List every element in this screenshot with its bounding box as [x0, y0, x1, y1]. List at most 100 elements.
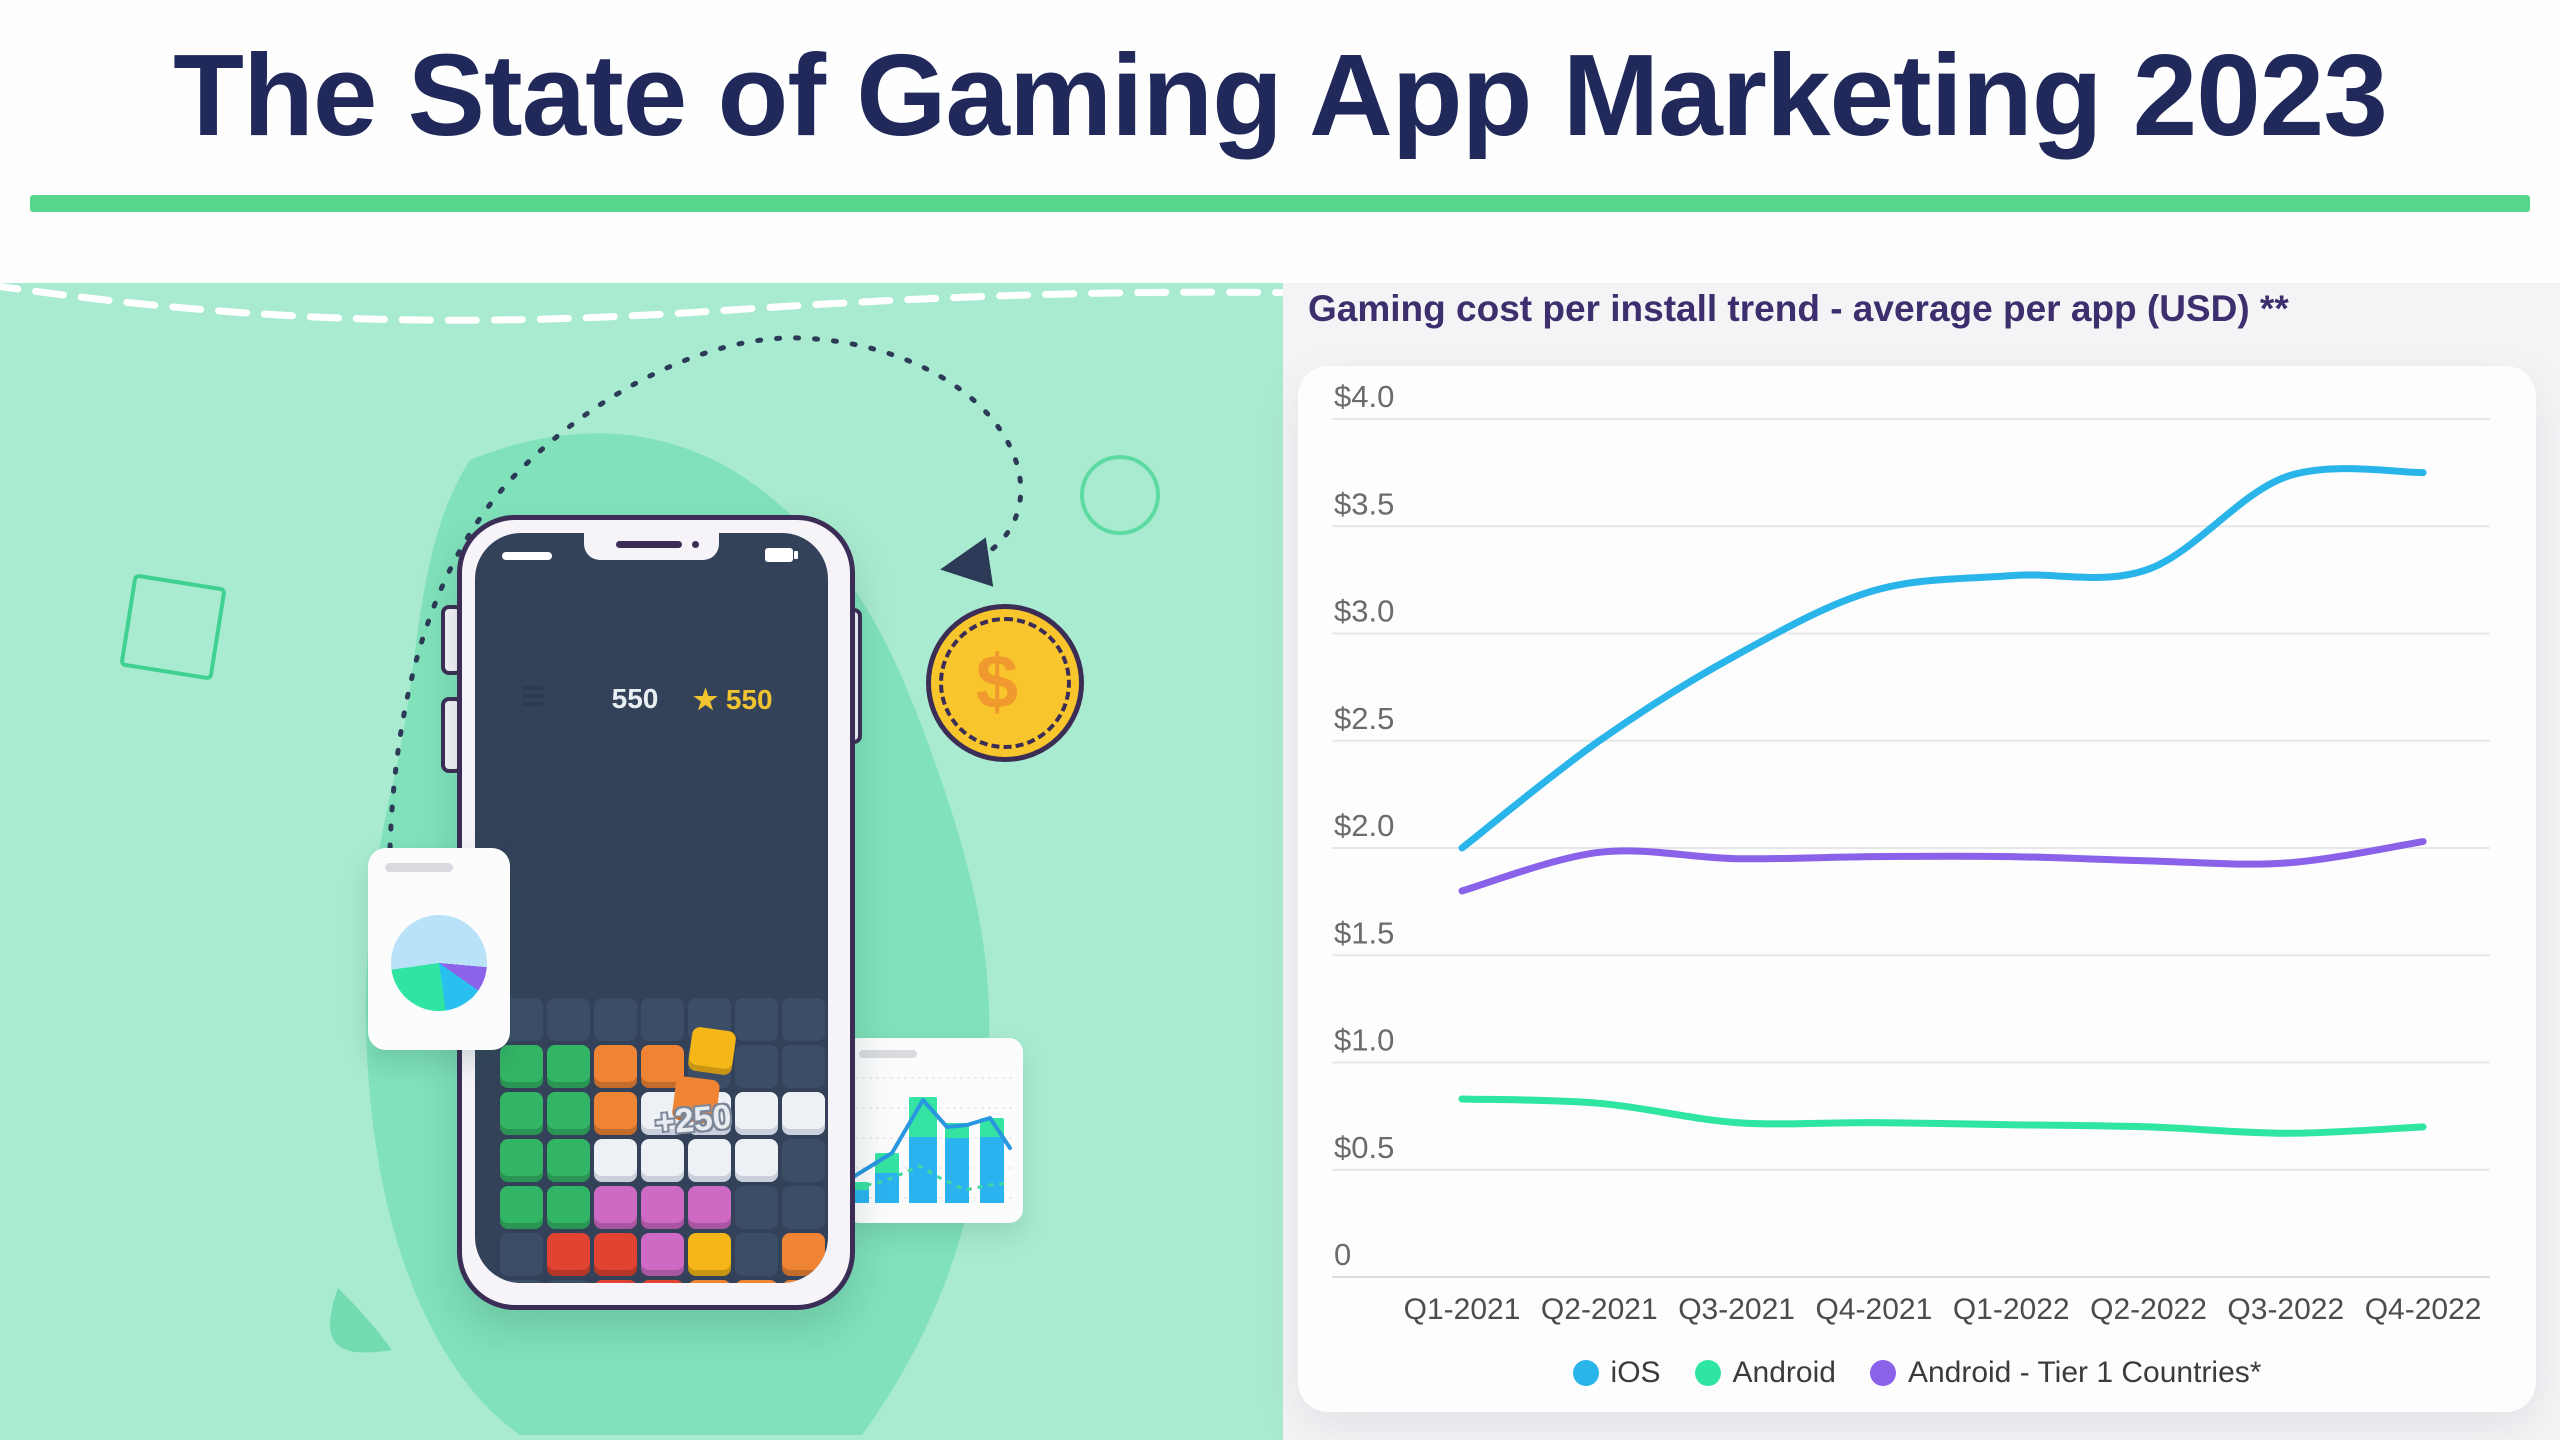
y-axis-label: $1.5 [1334, 915, 1394, 950]
game-score: 550 [611, 683, 659, 714]
empty-cell [500, 1233, 543, 1276]
legend-item: Android - Tier 1 Countries* [1869, 1356, 2262, 1390]
legend-item: Android [1694, 1356, 1836, 1390]
star-score-value: 550 [725, 684, 773, 715]
mini-bar [945, 1138, 969, 1203]
game-score-row: 550 ★ 550 [475, 683, 828, 717]
block-tile [500, 1139, 543, 1182]
star-icon: ★ [693, 684, 719, 715]
empty-cell [735, 1233, 778, 1276]
mini-bar [980, 1137, 1004, 1203]
dotted-arc-arrow [387, 335, 1024, 851]
triangle-fin-shape [329, 1288, 392, 1353]
block-tile [641, 1139, 684, 1182]
block-tile [500, 1092, 543, 1135]
legend-dot-icon [1572, 1360, 1599, 1386]
empty-cell [782, 998, 825, 1041]
block-tile [782, 1280, 825, 1283]
phone-notch [584, 533, 719, 560]
y-axis-label: $2.5 [1334, 701, 1394, 736]
x-axis-label: Q3-2021 [1678, 1293, 1795, 1326]
phone-camera-icon [692, 541, 699, 548]
empty-cell [782, 1139, 825, 1182]
mini-trend-line [845, 1098, 1012, 1184]
block-tile [594, 1280, 637, 1283]
block-tile [500, 1045, 543, 1088]
mini-bar [875, 1173, 899, 1203]
pie-chart [391, 915, 487, 1011]
legend-label: iOS [1610, 1356, 1661, 1389]
legend-dot-icon [1869, 1360, 1896, 1386]
dollar-symbol: $ [975, 640, 1019, 725]
block-tile [688, 1280, 731, 1283]
mini-dashed-line [845, 1164, 1011, 1192]
chart-legend: iOS Android Android - Tier 1 Countries* [1298, 1356, 2536, 1390]
cpi-trend-line-chart: $4.0 $3.5 $3.0 $2.5 $2.0 $1.5 $1.0 $0.5 0 Q1-2021… [1332, 379, 2490, 1326]
coin-inner-ring [939, 617, 1071, 749]
outline-square-decoration [119, 573, 227, 681]
legend-item: iOS [1572, 1356, 1661, 1390]
block-tile [782, 1233, 825, 1276]
x-axis-label: Q2-2022 [2090, 1293, 2207, 1326]
phone-screen: 550 ★ 550 +250 [475, 533, 828, 1283]
block-tile [500, 1186, 543, 1229]
x-axis-label: Q4-2022 [2365, 1293, 2482, 1326]
x-axis-label: Q2-2021 [1541, 1293, 1658, 1326]
battery-icon [765, 548, 798, 562]
mini-bar [909, 1137, 937, 1203]
page-title: The State of Gaming App Marketing 2023 [173, 30, 2388, 160]
empty-cell [547, 1280, 590, 1283]
block-tile [641, 1233, 684, 1276]
block-tile [547, 1092, 590, 1135]
title-underline-bar [30, 195, 2530, 212]
block-tile [688, 1186, 731, 1229]
block-tile [688, 1233, 731, 1276]
empty-cell [735, 998, 778, 1041]
block-tile [594, 1186, 637, 1229]
y-axis-label: $3.5 [1334, 486, 1394, 521]
y-axis-label: $0.5 [1334, 1130, 1394, 1165]
chart-title: Gaming cost per install trend - average … [1308, 288, 2289, 329]
header: The State of Gaming App Marketing 2023 [0, 0, 2560, 283]
block-tile [594, 1092, 637, 1135]
y-axis-label: $3.0 [1334, 594, 1394, 629]
block-puzzle-grid [500, 998, 825, 1283]
menu-icon [522, 686, 544, 710]
dollar-coin-icon: $ [926, 604, 1084, 762]
y-axis-label: $2.0 [1334, 808, 1394, 843]
y-axis-label: $4.0 [1334, 379, 1394, 414]
empty-cell [782, 1186, 825, 1229]
pie-chart-card [368, 848, 510, 1050]
chart-card: $4.0 $3.5 $3.0 $2.5 $2.0 $1.5 $1.0 $0.5 0 Q1-2021… [1298, 366, 2536, 1412]
bonus-points-label: +250 [653, 1097, 734, 1143]
empty-cell [594, 998, 637, 1041]
block-tile [735, 1092, 778, 1135]
outline-circle-decoration [1080, 455, 1160, 535]
x-axis-label: Q4-2021 [1816, 1293, 1933, 1326]
mini-bar-chart [845, 1077, 1013, 1203]
star-score: ★ 550 [693, 683, 823, 716]
x-axis-label: Q1-2021 [1404, 1293, 1521, 1326]
legend-label: Android [1732, 1356, 1836, 1389]
phone-speaker [616, 541, 682, 548]
empty-cell [500, 1280, 543, 1283]
block-tile [782, 1092, 825, 1135]
status-dash [502, 552, 552, 560]
card-title-pill [385, 863, 453, 872]
empty-cell [547, 998, 590, 1041]
block-tile [547, 1139, 590, 1182]
block-tile [641, 1280, 684, 1283]
illustration-panel: $ 550 ★ 550 +250 [0, 283, 1283, 1440]
series-line-Android [1458, 1095, 2427, 1137]
block-tile [735, 1139, 778, 1182]
legend-label: Android - Tier 1 Countries* [1907, 1356, 2262, 1389]
empty-cell [782, 1045, 825, 1088]
x-axis-label: Q1-2022 [1953, 1293, 2070, 1326]
block-tile [735, 1280, 778, 1283]
card-title-pill [859, 1050, 917, 1058]
block-tile [547, 1045, 590, 1088]
block-tile [594, 1139, 637, 1182]
empty-cell [735, 1045, 778, 1088]
block-tile [547, 1186, 590, 1229]
block-tile [594, 1233, 637, 1276]
